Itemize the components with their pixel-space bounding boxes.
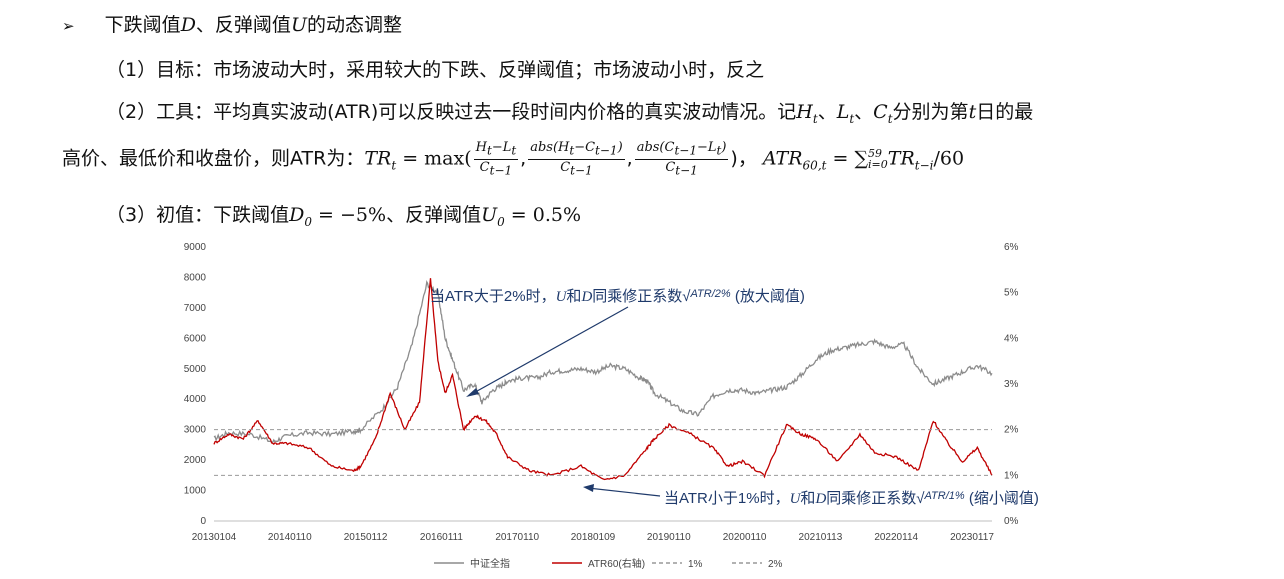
arrow-low-shaft	[587, 487, 661, 497]
y-left-tick-label: 6000	[184, 333, 207, 344]
legend-label-1: ATR60(右轴)	[588, 557, 645, 570]
item-2: （2）工具：平均真实波动(ATR)可以反映过去一段时间内价格的真实波动情况。记H…	[106, 101, 1034, 126]
tr-sub: t	[391, 158, 397, 173]
item-1-label: 目标：	[156, 59, 214, 81]
y-right-tick-label: 4%	[1004, 333, 1019, 344]
frac-1: Ht−Lt Ct−1	[473, 140, 519, 178]
sum-div: /60	[933, 147, 965, 170]
annotation-low: 当ATR小于1%时，U和D同乘修正系数√ATR/1% (缩小阈值)	[664, 490, 1039, 507]
y-right-tick-label: 0%	[1004, 516, 1019, 527]
y-right-tick-label: 5%	[1004, 288, 1019, 299]
legend-label-2: 1%	[688, 559, 703, 570]
item-3: （3）初值：下跌阈值D0 = −5%、反弹阈值U0 = 0.5%	[106, 204, 582, 229]
legend-label-0: 中证全指	[470, 557, 510, 570]
y-left-tick-label: 9000	[184, 242, 207, 253]
sum-bottom: i=0	[868, 158, 888, 172]
y-left-tick-label: 8000	[184, 272, 207, 283]
item-3-body-b: 、反弹阈值	[386, 204, 482, 226]
y-right-tick-label: 6%	[1004, 242, 1019, 253]
formula-close: )，	[730, 147, 757, 170]
y-left-tick-label: 0	[200, 516, 206, 527]
y-left-tick-label: 7000	[184, 303, 207, 314]
item-3-label: 初值：	[156, 204, 214, 226]
heading-var-u: U	[290, 14, 307, 36]
y-right-tick-label: 1%	[1004, 470, 1019, 481]
d0-value: = −5%	[318, 204, 387, 226]
u0-value: = 0.5%	[510, 204, 582, 226]
heading-text-c: 的动态调整	[306, 14, 402, 36]
atr-lhs: ATR	[762, 147, 803, 170]
item-2-body-c: 日的最	[976, 101, 1034, 123]
item-1-num: （1）	[106, 59, 157, 81]
x-tick-label: 20150112	[344, 532, 388, 543]
heading-text-b: 、反弹阈值	[195, 14, 291, 36]
series-line-0	[213, 279, 993, 444]
arrow-low-head	[583, 484, 594, 492]
x-tick-label: 20160111	[420, 532, 463, 543]
item-2-var-t: t	[968, 101, 977, 123]
x-tick-label: 20180109	[571, 532, 616, 543]
y-left-tick-label: 3000	[184, 425, 207, 436]
atr-sub: 60,t	[802, 158, 827, 173]
y-left-tick-label: 2000	[184, 455, 207, 466]
series-line-1	[213, 278, 993, 481]
item-3-num: （3）	[106, 204, 157, 226]
tr-lhs: TR	[364, 147, 392, 170]
sum-top: 59	[868, 147, 883, 161]
item-2-body-b: 分别为第	[892, 101, 969, 123]
arrow-high-head	[466, 388, 479, 397]
formula-eq: = max(	[402, 147, 472, 170]
x-tick-label: 20130104	[192, 532, 237, 543]
x-tick-label: 20140110	[268, 532, 312, 543]
y-right-tick-label: 2%	[1004, 425, 1019, 436]
heading-text-a: 下跌阈值	[104, 14, 181, 36]
y-left-tick-label: 1000	[184, 486, 207, 497]
item-2-num: （2）	[106, 101, 157, 123]
item-2-body-a: 平均真实波动(ATR)可以反映过去一段时间内价格的真实波动情况。记	[213, 101, 797, 123]
annotation-high: 当ATR大于2%时，U和D同乘修正系数√ATR/2% (放大阈值)	[430, 288, 805, 305]
legend-label-3: 2%	[768, 559, 783, 570]
frac-3: abs(Ct−1−Lt) Ct−1	[634, 140, 729, 178]
item-3-body-a: 下跌阈值	[213, 204, 290, 226]
heading-line: ➢ 下跌阈值D、反弹阈值U的动态调整	[62, 10, 402, 37]
frac-2: abs(Ht−Ct−1) Ct−1	[528, 140, 625, 178]
atr-rhs: = ∑	[832, 147, 869, 170]
item-2-label: 工具：	[156, 101, 214, 123]
formula-lead: 高价、最低价和收盘价，则ATR为：	[62, 147, 365, 170]
heading-var-d: D	[180, 14, 196, 36]
x-tick-label: 20230117	[950, 532, 994, 543]
item-1-body: 市场波动大时，采用较大的下跌、反弹阈值；市场波动小时，反之	[213, 59, 765, 81]
y-right-tick-label: 3%	[1004, 379, 1019, 390]
sum-sub: t−i	[914, 158, 934, 173]
y-left-tick-label: 4000	[184, 394, 207, 405]
formula-line: 高价、最低价和收盘价，则ATR为：TRt = max(Ht−Lt Ct−1, abs…	[62, 140, 965, 178]
x-tick-label: 20190110	[647, 532, 691, 543]
x-tick-label: 20210113	[799, 532, 843, 543]
x-tick-label: 20220114	[874, 532, 918, 543]
y-left-tick-label: 5000	[184, 364, 207, 375]
item-2-var-h: H	[796, 101, 813, 123]
bullet-marker: ➢	[62, 17, 75, 35]
x-tick-label: 20200110	[723, 532, 767, 543]
item-1: （1）目标：市场波动大时，采用较大的下跌、反弹阈值；市场波动小时，反之	[106, 55, 764, 82]
x-tick-label: 20170110	[495, 532, 539, 543]
sum-body: TR	[887, 147, 915, 170]
arrow-high-shaft	[469, 306, 629, 396]
